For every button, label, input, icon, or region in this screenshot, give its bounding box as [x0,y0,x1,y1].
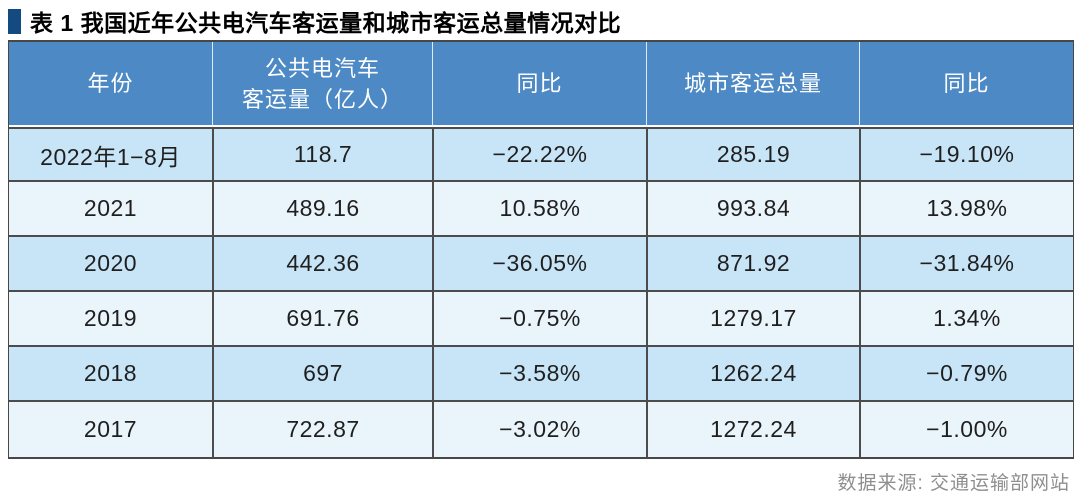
cell-city-volume: 1262.24 [646,347,859,402]
table-row: 2017 722.87 −3.02% 1272.24 −1.00% [9,402,1073,457]
cell-city-volume: 1272.24 [646,402,859,457]
table-row: 2019 691.76 −0.75% 1279.17 1.34% [9,292,1073,347]
figure-title: 表 1 我国近年公共电汽车客运量和城市客运总量情况对比 [30,10,622,36]
cell-year: 2019 [9,292,212,347]
cell-year: 2018 [9,347,212,402]
cell-year: 2021 [9,182,212,237]
data-source-note: 数据来源: 交通运输部网站 [837,473,1070,491]
col-header-bus-yoy: 同比 [432,42,646,127]
table-row: 2021 489.16 10.58% 993.84 13.98% [9,182,1073,237]
figure-title-row: 表 1 我国近年公共电汽车客运量和城市客运总量情况对比 [0,0,1080,36]
cell-city-yoy: −31.84% [859,237,1073,292]
cell-bus-yoy: −36.05% [432,237,646,292]
cell-bus-volume: 722.87 [212,402,432,457]
table-row: 2022年1−8月 118.7 −22.22% 285.19 −19.10% [9,127,1073,182]
col-header-city-volume: 城市客运总量 [646,42,859,127]
cell-city-volume: 285.19 [646,127,859,182]
table-row: 2018 697 −3.58% 1262.24 −0.79% [9,347,1073,402]
cell-year: 2020 [9,237,212,292]
cell-city-yoy: −19.10% [859,127,1073,182]
cell-bus-volume: 118.7 [212,127,432,182]
title-bullet-icon [8,8,21,34]
data-table: 年份 公共电汽车 客运量（亿人） 同比 城市客运总量 同比 2022年1−8月 … [8,40,1074,459]
table-row: 2020 442.36 −36.05% 871.92 −31.84% [9,237,1073,292]
cell-year: 2017 [9,402,212,457]
cell-city-yoy: 1.34% [859,292,1073,347]
cell-bus-yoy: 10.58% [432,182,646,237]
cell-city-yoy: −1.00% [859,402,1073,457]
cell-city-yoy: −0.79% [859,347,1073,402]
col-header-year: 年份 [9,42,212,127]
cell-bus-yoy: −22.22% [432,127,646,182]
cell-city-volume: 993.84 [646,182,859,237]
cell-bus-yoy: −3.02% [432,402,646,457]
col-header-bus-volume: 公共电汽车 客运量（亿人） [212,42,432,127]
cell-bus-volume: 691.76 [212,292,432,347]
header-row: 年份 公共电汽车 客运量（亿人） 同比 城市客运总量 同比 [9,42,1073,127]
cell-city-yoy: 13.98% [859,182,1073,237]
cell-bus-volume: 442.36 [212,237,432,292]
col-header-city-yoy: 同比 [859,42,1073,127]
cell-bus-yoy: −3.58% [432,347,646,402]
cell-bus-yoy: −0.75% [432,292,646,347]
cell-city-volume: 1279.17 [646,292,859,347]
cell-city-volume: 871.92 [646,237,859,292]
cell-year: 2022年1−8月 [9,127,212,182]
cell-bus-volume: 489.16 [212,182,432,237]
cell-bus-volume: 697 [212,347,432,402]
